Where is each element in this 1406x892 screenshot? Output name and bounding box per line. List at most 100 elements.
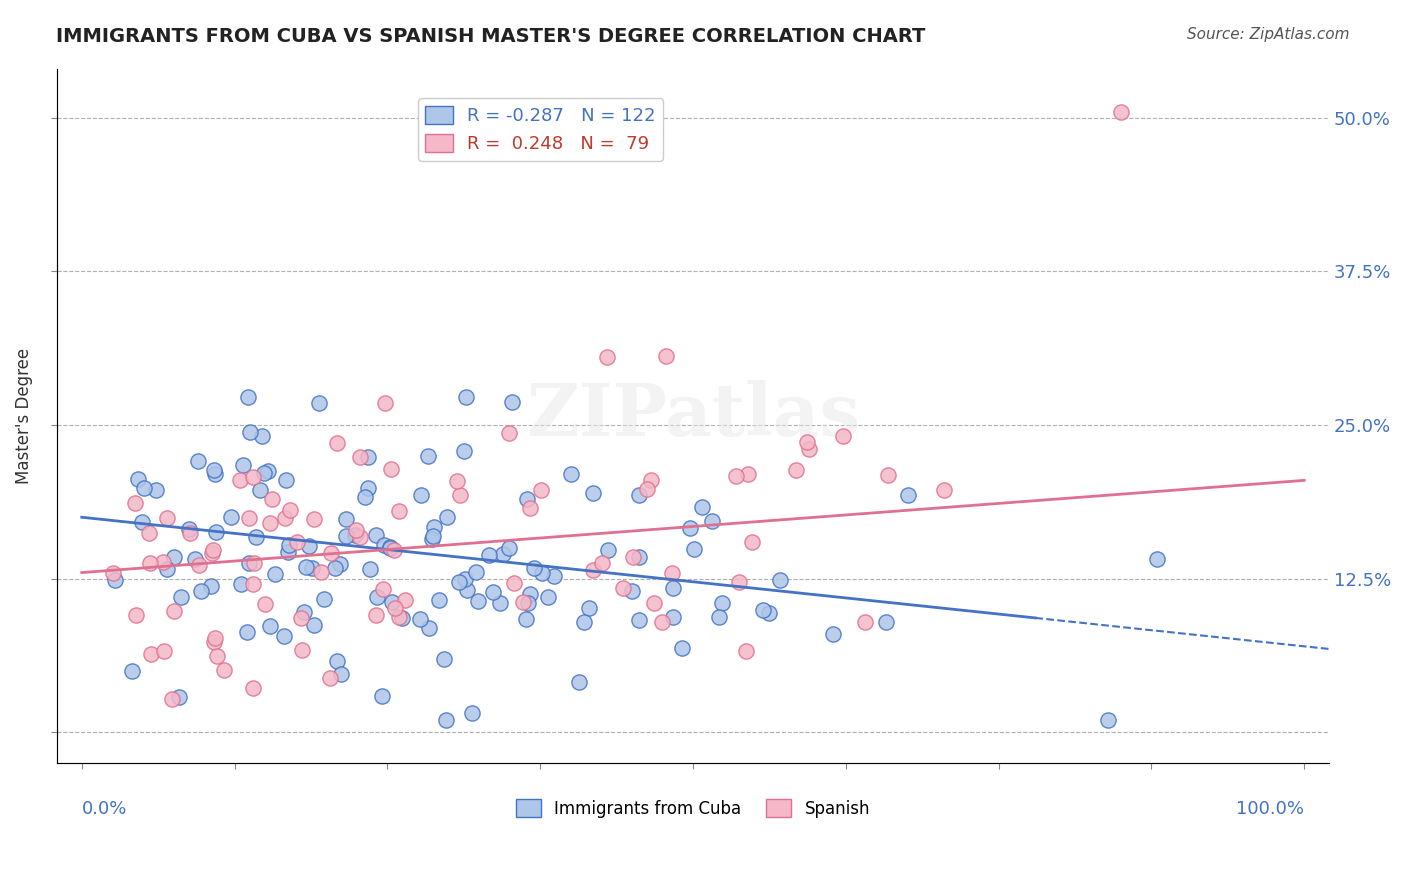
Point	[160, 691, 183, 706]
Point	[498, 541, 520, 556]
Point	[325, 436, 347, 450]
Point	[643, 596, 665, 610]
Point	[661, 566, 683, 580]
Point	[1109, 104, 1132, 119]
Point	[751, 603, 773, 617]
Point	[492, 547, 515, 561]
Point	[628, 613, 651, 627]
Point	[422, 529, 444, 543]
Point	[364, 528, 387, 542]
Point	[447, 574, 470, 589]
Point	[627, 487, 650, 501]
Point	[204, 467, 226, 481]
Text: IMMIGRANTS FROM CUBA VS SPANISH MASTER'S DEGREE CORRELATION CHART: IMMIGRANTS FROM CUBA VS SPANISH MASTER'S…	[56, 27, 925, 45]
Point	[163, 604, 186, 618]
Point	[418, 621, 440, 635]
Text: 0.0%: 0.0%	[82, 800, 127, 818]
Point	[274, 511, 297, 525]
Point	[434, 713, 457, 727]
Point	[132, 481, 155, 495]
Point	[799, 442, 821, 456]
Point	[531, 566, 554, 580]
Point	[131, 515, 153, 529]
Point	[212, 663, 235, 677]
Point	[373, 538, 395, 552]
Point	[671, 641, 693, 656]
Point	[621, 550, 644, 565]
Point	[312, 591, 335, 606]
Point	[662, 609, 685, 624]
Point	[832, 429, 855, 443]
Point	[724, 469, 747, 483]
Point	[138, 525, 160, 540]
Point	[382, 542, 405, 557]
Point	[489, 596, 512, 610]
Point	[710, 596, 733, 610]
Point	[190, 584, 212, 599]
Point	[453, 572, 475, 586]
Point	[242, 556, 264, 570]
Point	[482, 584, 505, 599]
Point	[654, 349, 676, 363]
Point	[330, 667, 353, 681]
Point	[640, 473, 662, 487]
Point	[202, 463, 225, 477]
Point	[326, 654, 349, 668]
Point	[236, 390, 259, 404]
Point	[187, 454, 209, 468]
Point	[309, 565, 332, 579]
Point	[179, 522, 201, 536]
Point	[381, 595, 404, 609]
Point	[138, 556, 160, 570]
Point	[683, 541, 706, 556]
Point	[503, 575, 526, 590]
Point	[188, 558, 211, 572]
Point	[277, 545, 299, 559]
Point	[769, 573, 792, 587]
Point	[409, 612, 432, 626]
Point	[512, 595, 534, 609]
Point	[344, 523, 367, 537]
Point	[662, 581, 685, 595]
Point	[253, 466, 276, 480]
Point	[124, 496, 146, 510]
Point	[374, 396, 396, 410]
Point	[679, 521, 702, 535]
Legend: Immigrants from Cuba, Spanish: Immigrants from Cuba, Spanish	[509, 793, 877, 824]
Point	[517, 596, 540, 610]
Point	[416, 449, 439, 463]
Point	[156, 561, 179, 575]
Point	[530, 483, 553, 497]
Point	[582, 486, 605, 500]
Point	[875, 615, 897, 629]
Point	[256, 463, 278, 477]
Point	[292, 606, 315, 620]
Text: 100.0%: 100.0%	[1236, 800, 1305, 818]
Point	[449, 487, 471, 501]
Point	[384, 600, 406, 615]
Point	[364, 608, 387, 623]
Point	[932, 483, 955, 497]
Point	[378, 541, 401, 555]
Point	[560, 467, 582, 482]
Point	[238, 556, 260, 570]
Point	[259, 618, 281, 632]
Point	[204, 631, 226, 645]
Point	[498, 426, 520, 441]
Point	[467, 594, 489, 608]
Point	[287, 534, 309, 549]
Point	[465, 565, 488, 579]
Point	[207, 648, 229, 663]
Point	[359, 562, 381, 576]
Point	[170, 590, 193, 604]
Point	[501, 395, 523, 409]
Point	[201, 546, 224, 560]
Point	[125, 607, 148, 622]
Point	[823, 627, 845, 641]
Point	[357, 450, 380, 465]
Point	[378, 540, 401, 554]
Point	[380, 462, 402, 476]
Point	[349, 530, 371, 544]
Point	[343, 527, 366, 541]
Point	[461, 706, 484, 720]
